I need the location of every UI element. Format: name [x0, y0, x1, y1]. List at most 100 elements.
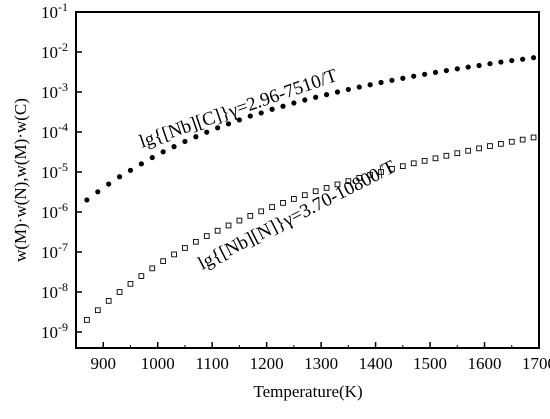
data-point-nbc [160, 149, 166, 155]
y-tick-label: 10-9 [41, 320, 68, 342]
data-point-nbc [182, 138, 188, 145]
data-point-nbc [291, 100, 297, 106]
data-point-nbn [160, 258, 167, 265]
data-point-nbn [127, 280, 134, 287]
data-point-nbc [280, 103, 286, 109]
data-point-nbn [367, 171, 373, 178]
data-point-nbn [84, 317, 90, 323]
data-point-nbn [149, 265, 156, 272]
data-point-nbc [367, 82, 373, 88]
data-point-nbn [94, 307, 101, 314]
data-point-nbc [400, 75, 406, 81]
data-point-nbc [258, 110, 264, 116]
data-point-nbn [443, 152, 450, 159]
data-point-nbc [422, 71, 428, 77]
data-point-nbc [236, 117, 243, 123]
y-tick-label: 10-4 [41, 120, 68, 142]
y-tick-label: 10-7 [41, 240, 68, 262]
data-point-nbc [149, 154, 155, 161]
data-point-nbc [138, 161, 144, 167]
data-point-nbn [454, 150, 461, 157]
data-point-nbc [269, 106, 275, 112]
data-point-nbc [84, 197, 90, 203]
x-tick-label: 1700 [522, 354, 550, 373]
data-point-nbc [106, 181, 112, 187]
data-point-nbn [247, 213, 254, 219]
x-tick-label: 1200 [250, 354, 284, 373]
data-point-nbc [476, 62, 482, 69]
y-tick-label: 10-1 [41, 0, 68, 22]
data-point-nbc [334, 89, 341, 95]
data-point-nbn [465, 147, 472, 154]
data-point-nbn [105, 298, 112, 304]
data-point-nbn [498, 141, 504, 147]
data-point-nbn [138, 273, 145, 279]
data-point-nbn [410, 160, 417, 167]
data-point-nbn [192, 238, 199, 245]
plot-frame [75, 11, 540, 349]
data-point-nbc [247, 113, 253, 119]
data-point-nbc [389, 77, 395, 83]
series-layer [84, 55, 537, 323]
data-point-nbn [519, 136, 526, 143]
x-tick-label: 1500 [413, 354, 447, 373]
x-tick-label: 1300 [304, 354, 338, 373]
data-point-nbc [443, 67, 449, 74]
x-tick-label: 900 [90, 354, 116, 373]
data-point-nbc [356, 84, 362, 90]
y-axis-ticks: 10-9 10-8 10-7 10-6 10-5 10-4 10-3 10-2 10-1 [41, 0, 82, 342]
data-point-nbc [302, 97, 308, 103]
data-point-nbn [323, 185, 330, 191]
y-tick-label: 10-5 [41, 160, 68, 182]
data-point-nbn [214, 227, 221, 234]
x-tick-label: 1400 [359, 354, 393, 373]
data-point-nbn [508, 138, 515, 145]
data-point-nbn [356, 175, 363, 181]
data-point-nbn [301, 192, 308, 198]
y-tick-label: 10-8 [41, 280, 68, 302]
data-point-nbc [454, 66, 460, 72]
data-point-nbc [116, 174, 123, 180]
data-point-nbn [225, 222, 232, 229]
data-point-nbn [280, 200, 286, 206]
data-point-nbc [520, 56, 526, 62]
data-point-nbc [323, 92, 330, 98]
data-point-nbn [378, 169, 384, 175]
x-axis-title: Temperature(K) [253, 382, 362, 401]
data-point-nbn [236, 217, 243, 224]
data-point-nbn [399, 163, 406, 170]
data-point-nbc [487, 61, 493, 67]
data-point-nbc [530, 55, 537, 61]
data-point-nbc [215, 125, 221, 131]
x-tick-label: 1100 [195, 354, 228, 373]
data-point-nbc [193, 134, 199, 140]
data-point-nbn [258, 208, 265, 215]
data-point-nbc [225, 121, 232, 127]
data-point-nbn [432, 155, 439, 162]
data-point-nbn [476, 145, 482, 152]
data-point-nbn [530, 134, 537, 141]
data-point-nbc [378, 79, 384, 86]
y-tick-label: 10-2 [41, 40, 68, 62]
data-point-nbn [171, 251, 177, 258]
y-tick-label: 10-6 [41, 200, 68, 222]
data-point-nbn [487, 143, 493, 149]
data-point-nbc [498, 59, 504, 65]
annotation-nbc: lg{[Nb][C]}γ=2.96-7510/T [137, 65, 341, 153]
data-point-nbn [291, 196, 297, 202]
data-point-nbn [116, 289, 123, 295]
y-tick-label: 10-3 [41, 80, 68, 102]
data-point-nbn [182, 245, 188, 251]
annotation-nbn: lg{[Nb][N]}γ=3.70-10800/T [195, 156, 399, 274]
data-point-nbn [389, 165, 395, 172]
data-point-nbn [345, 178, 352, 185]
x-tick-label: 1600 [468, 354, 502, 373]
data-point-nbc [432, 69, 439, 76]
data-point-nbc [345, 86, 351, 93]
data-point-nbc [127, 167, 134, 173]
data-point-nbc [509, 57, 515, 64]
data-point-nbn [203, 233, 210, 239]
y-axis-title: w(M)·w(N),w(M)·w(C) [11, 98, 30, 262]
